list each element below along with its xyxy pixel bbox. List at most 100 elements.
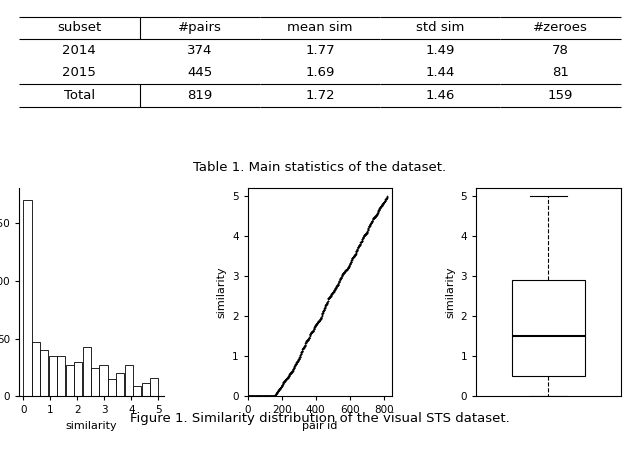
Point	[256, 393, 266, 400]
Point	[328, 288, 339, 295]
Point	[377, 202, 387, 209]
Point	[288, 365, 298, 372]
Point	[344, 264, 354, 271]
Point	[379, 198, 389, 206]
Point	[275, 384, 285, 392]
Point	[296, 350, 306, 357]
Point	[268, 393, 278, 400]
Point	[330, 285, 340, 292]
Point	[333, 278, 344, 286]
Point	[287, 367, 298, 374]
Point	[372, 211, 382, 218]
Point	[342, 265, 353, 272]
Point	[252, 393, 262, 400]
Point	[348, 254, 358, 261]
Point	[362, 227, 372, 234]
Point	[278, 380, 288, 387]
Point	[365, 220, 376, 227]
Point	[280, 376, 291, 383]
Point	[353, 242, 364, 250]
Point	[305, 333, 315, 340]
Point	[308, 326, 319, 334]
Point	[367, 218, 377, 225]
Point	[360, 231, 370, 238]
Point	[296, 348, 307, 355]
Point	[339, 268, 349, 275]
Point	[282, 374, 292, 381]
Point	[273, 388, 283, 395]
Point	[260, 393, 271, 400]
Point	[353, 243, 363, 251]
Point	[334, 278, 344, 285]
Point	[274, 386, 284, 393]
Point	[278, 379, 289, 386]
Point	[344, 263, 354, 270]
Point	[297, 348, 307, 355]
Point	[248, 393, 259, 400]
Point	[317, 311, 327, 318]
Point	[308, 325, 319, 332]
Point	[347, 255, 357, 262]
Point	[374, 205, 385, 212]
Point	[319, 305, 330, 312]
Point	[302, 337, 312, 344]
Point	[302, 337, 312, 344]
Point	[300, 342, 310, 349]
Point	[306, 329, 316, 336]
Point	[277, 381, 287, 388]
Point	[353, 243, 364, 250]
Point	[300, 341, 310, 348]
Point	[352, 247, 362, 254]
Point	[337, 270, 348, 277]
Point	[307, 329, 317, 336]
Point	[276, 383, 287, 390]
Point	[345, 260, 355, 268]
Point	[310, 322, 321, 329]
Point	[353, 243, 363, 251]
Point	[367, 217, 377, 224]
Point	[354, 242, 364, 249]
Point	[249, 393, 259, 400]
Point	[268, 393, 278, 400]
Point	[380, 198, 390, 205]
Point	[277, 381, 287, 388]
Point	[291, 359, 301, 366]
Point	[319, 306, 329, 313]
Point	[291, 359, 301, 366]
Point	[289, 364, 300, 371]
Point	[319, 306, 329, 313]
Point	[316, 315, 326, 322]
Point	[371, 211, 381, 219]
Point	[321, 300, 332, 308]
Point	[329, 286, 339, 294]
Point	[258, 393, 268, 400]
Point	[354, 242, 364, 249]
Point	[282, 374, 292, 381]
Point	[369, 213, 380, 220]
Point	[281, 376, 291, 383]
Point	[314, 317, 324, 325]
Point	[333, 281, 343, 288]
Point	[261, 393, 271, 400]
Point	[312, 319, 322, 326]
Point	[264, 393, 275, 400]
Point	[378, 200, 388, 207]
Point	[371, 212, 381, 219]
Point	[342, 265, 353, 272]
Point	[294, 354, 305, 361]
Point	[350, 250, 360, 257]
Point	[266, 393, 276, 400]
Point	[263, 393, 273, 400]
Point	[284, 371, 294, 378]
PathPatch shape	[513, 280, 585, 376]
Point	[334, 277, 344, 284]
Point	[287, 367, 297, 374]
Point	[317, 309, 328, 316]
Point	[367, 215, 378, 222]
Point	[375, 204, 385, 211]
Point	[362, 229, 372, 237]
Point	[276, 382, 287, 389]
Point	[381, 194, 392, 202]
Point	[293, 357, 303, 364]
Point	[376, 202, 387, 210]
